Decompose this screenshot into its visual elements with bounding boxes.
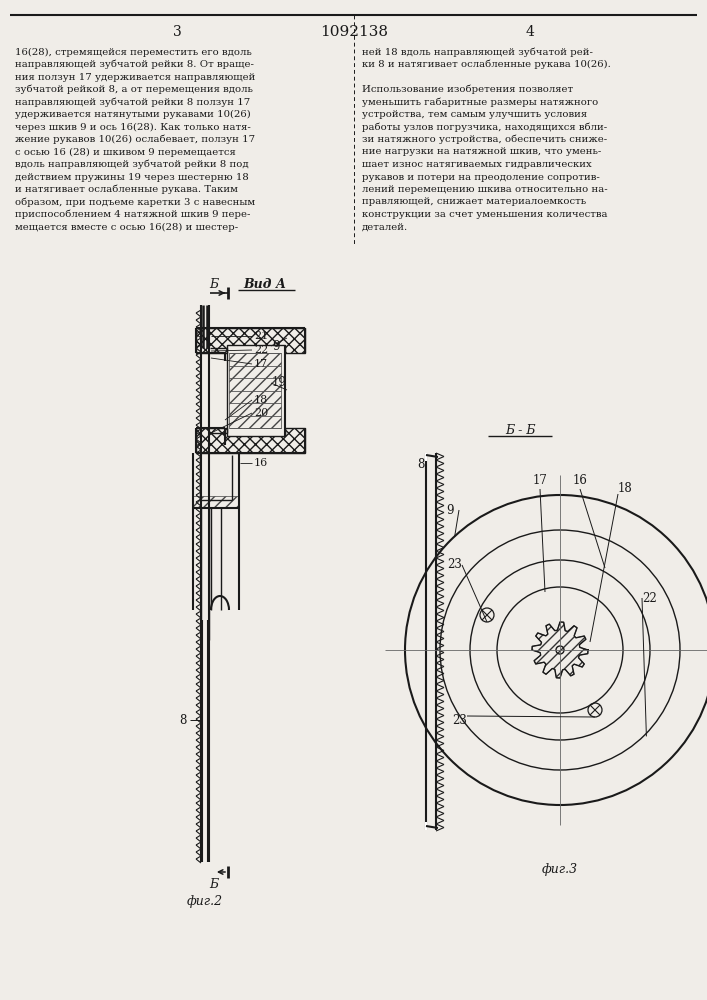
Text: 16: 16 <box>254 458 268 468</box>
Text: зубчатой рейкой 8, а от перемещения вдоль: зубчатой рейкой 8, а от перемещения вдол… <box>15 85 253 94</box>
Text: через шкив 9 и ось 16(28). Как только натя-: через шкив 9 и ось 16(28). Как только на… <box>15 122 251 132</box>
Text: мещается вместе с осью 16(28) и шестер-: мещается вместе с осью 16(28) и шестер- <box>15 222 238 232</box>
Text: 9: 9 <box>446 504 454 516</box>
Text: и натягивает ослабленные рукава. Таким: и натягивает ослабленные рукава. Таким <box>15 185 238 194</box>
Text: 22: 22 <box>643 591 658 604</box>
Text: работы узлов погрузчика, находящихся вбли-: работы узлов погрузчика, находящихся вбл… <box>362 122 607 132</box>
Text: Вид А: Вид А <box>243 278 286 292</box>
Text: 4: 4 <box>525 25 534 39</box>
Text: 1092138: 1092138 <box>320 25 388 39</box>
Text: 16(28), стремящейся переместить его вдоль: 16(28), стремящейся переместить его вдол… <box>15 47 252 57</box>
Text: направляющей зубчатой рейки 8 ползун 17: направляющей зубчатой рейки 8 ползун 17 <box>15 97 250 107</box>
Text: с осью 16 (28) и шкивом 9 перемещается: с осью 16 (28) и шкивом 9 перемещается <box>15 147 235 157</box>
Text: 19: 19 <box>272 376 287 389</box>
Text: 8: 8 <box>180 714 187 726</box>
Text: 23: 23 <box>448 558 462 572</box>
Text: деталей.: деталей. <box>362 223 408 232</box>
Text: ки 8 и натягивает ослабленные рукава 10(26).: ки 8 и натягивает ослабленные рукава 10(… <box>362 60 611 69</box>
Text: зи натяжного устройства, обеспечить сниже-: зи натяжного устройства, обеспечить сниж… <box>362 135 607 144</box>
Text: ней 18 вдоль направляющей зубчатой рей-: ней 18 вдоль направляющей зубчатой рей- <box>362 47 593 57</box>
Text: образом, при подъеме каретки 3 с навесным: образом, при подъеме каретки 3 с навесны… <box>15 197 255 207</box>
Text: 3: 3 <box>173 25 182 39</box>
Text: конструкции за счет уменьшения количества: конструкции за счет уменьшения количеств… <box>362 210 607 219</box>
Text: лений перемещению шкива относительно на-: лений перемещению шкива относительно на- <box>362 185 607 194</box>
Text: устройства, тем самым улучшить условия: устройства, тем самым улучшить условия <box>362 110 587 119</box>
Text: приспособлением 4 натяжной шкив 9 пере-: приспособлением 4 натяжной шкив 9 пере- <box>15 210 250 219</box>
Text: правляющей, снижает материалоемкость: правляющей, снижает материалоемкость <box>362 198 586 207</box>
Text: фиг.2: фиг.2 <box>187 896 223 908</box>
Text: 22: 22 <box>254 345 268 355</box>
Text: рукавов и потери на преодоление сопротив-: рукавов и потери на преодоление сопротив… <box>362 172 600 182</box>
Text: действием пружины 19 через шестерню 18: действием пружины 19 через шестерню 18 <box>15 172 249 182</box>
Text: вдоль направляющей зубчатой рейки 8 под: вдоль направляющей зубчатой рейки 8 под <box>15 160 249 169</box>
Text: фиг.3: фиг.3 <box>542 863 578 876</box>
Text: 9: 9 <box>272 340 279 353</box>
Text: 20: 20 <box>254 408 268 418</box>
Text: Б: Б <box>209 878 218 890</box>
Text: 17: 17 <box>532 474 547 487</box>
Text: 18: 18 <box>618 482 632 494</box>
Text: уменьшить габаритные размеры натяжного: уменьшить габаритные размеры натяжного <box>362 97 598 107</box>
Text: Б: Б <box>209 278 218 292</box>
Text: 21: 21 <box>254 331 268 341</box>
Text: 8: 8 <box>417 458 425 472</box>
Text: Использование изобретения позволяет: Использование изобретения позволяет <box>362 85 573 94</box>
Text: ния ползун 17 удерживается направляющей: ния ползун 17 удерживается направляющей <box>15 73 255 82</box>
Text: 18: 18 <box>254 395 268 405</box>
Text: Б - Б: Б - Б <box>505 424 535 436</box>
Text: шает износ натягиваемых гидравлических: шает износ натягиваемых гидравлических <box>362 160 592 169</box>
Text: 23: 23 <box>452 714 467 726</box>
Text: направляющей зубчатой рейки 8. От враще-: направляющей зубчатой рейки 8. От враще- <box>15 60 254 69</box>
Text: 17: 17 <box>254 359 268 369</box>
Text: удерживается натянутыми рукавами 10(26): удерживается натянутыми рукавами 10(26) <box>15 110 251 119</box>
Text: 16: 16 <box>573 474 588 487</box>
Text: жение рукавов 10(26) ослабевает, ползун 17: жение рукавов 10(26) ослабевает, ползун … <box>15 135 255 144</box>
Text: ние нагрузки на натяжной шкив, что умень-: ние нагрузки на натяжной шкив, что умень… <box>362 147 601 156</box>
